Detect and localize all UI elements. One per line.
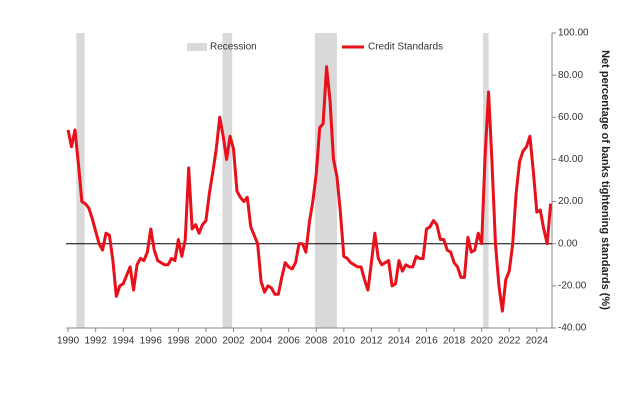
x-tick-label: 2024	[526, 336, 549, 347]
x-tick-label: 2020	[471, 336, 494, 347]
y-tick-label: 0.00	[558, 238, 578, 249]
x-tick-label: 1994	[112, 336, 135, 347]
y-tick-label: 20.00	[558, 196, 583, 207]
x-tick-label: 2016	[415, 336, 438, 347]
x-tick-label: 2008	[305, 336, 328, 347]
y-tick-label: 40.00	[558, 154, 583, 165]
y-axis-title: Net percentage of banks tightening stand…	[599, 50, 611, 310]
legend-label: Credit Standards	[368, 42, 443, 53]
recession-band	[222, 33, 233, 328]
x-tick-label: 2004	[250, 336, 273, 347]
y-tick-label: 80.00	[558, 70, 583, 81]
x-tick-label: 2002	[222, 336, 245, 347]
recession-band	[483, 33, 489, 328]
legend-swatch	[187, 43, 207, 51]
x-tick-label: 2014	[388, 336, 411, 347]
x-tick-label: 1990	[57, 336, 80, 347]
x-tick-label: 2010	[333, 336, 356, 347]
x-tick-label: 1998	[167, 336, 190, 347]
y-tick-label: 100.00	[558, 28, 589, 39]
series-line	[66, 65, 553, 313]
x-tick-label: 1992	[85, 336, 108, 347]
x-tick-label: 2018	[443, 336, 466, 347]
y-tick-label: -40.00	[558, 323, 587, 334]
legend-label: Recession	[210, 42, 257, 53]
x-tick-label: 2012	[360, 336, 383, 347]
x-tick-label: 2000	[195, 336, 218, 347]
y-tick-label: 60.00	[558, 112, 583, 123]
x-tick-label: 1996	[140, 336, 163, 347]
x-tick-label: 2022	[498, 336, 521, 347]
y-tick-label: -20.00	[558, 280, 587, 291]
x-tick-label: 2006	[278, 336, 301, 347]
